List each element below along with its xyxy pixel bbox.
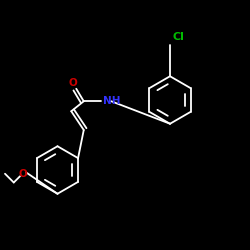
Text: NH: NH <box>102 96 120 106</box>
Text: O: O <box>68 78 77 88</box>
Text: O: O <box>18 169 27 179</box>
Text: Cl: Cl <box>172 32 184 42</box>
